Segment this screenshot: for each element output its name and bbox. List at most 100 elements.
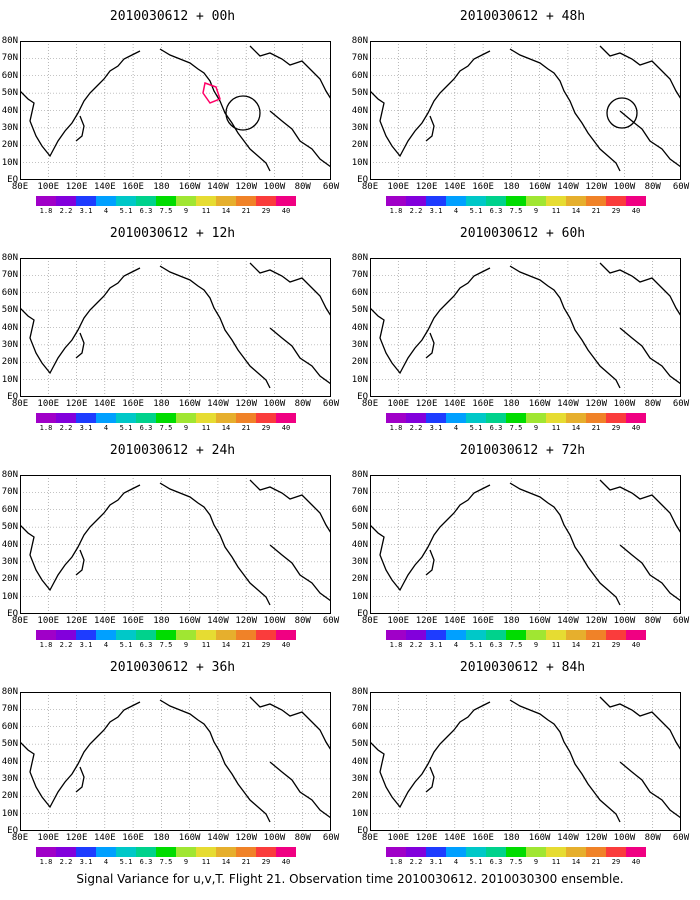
lon-tick-label: 80E [361, 616, 379, 626]
below-threshold-area [20, 51, 80, 71]
colorbar-level-label: 5.1 [119, 641, 133, 649]
colorbar-swatch [386, 630, 406, 640]
colorbar-swatch [606, 630, 626, 640]
colorbar [36, 413, 296, 423]
colorbar-swatch [466, 196, 486, 206]
colorbar-level-label: 9 [533, 424, 539, 432]
colorbar-level-label: 14 [221, 207, 231, 215]
coastline [20, 484, 141, 592]
panel-title: 2010030612 + 84h [459, 660, 586, 675]
colorbar-swatch [506, 413, 526, 423]
map-panel: 2010030612 + 48h 80N 70N 60N 50N 40N 30N 20N 10N… [350, 0, 695, 220]
colorbar-level-label: 14 [221, 641, 231, 649]
colorbar-swatch [116, 847, 136, 857]
lon-tick-label: 60W [322, 182, 340, 192]
colorbar-level-label: 21 [591, 207, 601, 215]
colorbar-swatch [426, 196, 446, 206]
lat-tick-label: EQ [357, 609, 368, 619]
map-frame [370, 692, 681, 831]
colorbar-level-label: 3.1 [79, 858, 93, 866]
colorbar-swatch [606, 847, 626, 857]
colorbar-level-label: 21 [241, 424, 251, 432]
colorbar-swatch [236, 196, 256, 206]
lon-tick-label: 60W [672, 833, 690, 843]
lon-tick-label: 100E [387, 399, 410, 409]
lon-tick-label: 180 [503, 616, 520, 626]
lon-tick-label: 100E [37, 833, 60, 843]
colorbar-level-label: 4 [103, 424, 109, 432]
colorbar-level-label: 6.3 [489, 858, 503, 866]
colorbar-level-label: 29 [611, 424, 621, 432]
colorbar-level-label: 21 [591, 641, 601, 649]
lat-tick-label: 10N [351, 157, 368, 168]
lon-tick-label: 80E [11, 833, 29, 843]
colorbar-swatch [116, 413, 136, 423]
colorbar-level-label: 14 [571, 858, 581, 866]
colorbar-level-label: 21 [591, 858, 601, 866]
colorbar-level-label: 40 [281, 858, 291, 866]
colorbar-level-label: 5.1 [469, 858, 483, 866]
colorbar-level-label: 21 [241, 641, 251, 649]
map-plot [370, 41, 681, 180]
colorbar-swatch [586, 630, 606, 640]
lon-tick-label: 60W [672, 616, 690, 626]
colorbar-swatch [156, 630, 176, 640]
lon-tick-label: 100W [263, 399, 286, 409]
colorbar-level-label: 11 [201, 641, 211, 649]
lon-tick-label: 140E [93, 616, 116, 626]
map-panel: 2010030612 + 72h 80N 70N 60N 50N 40N 30N 20N 10N… [350, 434, 695, 654]
colorbar-level-label: 4 [103, 641, 109, 649]
colorbar-swatch [626, 630, 646, 640]
coastline [425, 766, 435, 793]
colorbar-level-label: 29 [261, 207, 271, 215]
lat-tick-label: 20N [1, 574, 18, 585]
lon-tick-label: 80W [294, 182, 311, 192]
colorbar-swatch [56, 413, 76, 423]
below-threshold-area [104, 565, 136, 585]
colorbar-swatch [96, 847, 116, 857]
colorbar-level-label: 11 [201, 424, 211, 432]
coastline [599, 45, 681, 100]
colorbar-swatch [216, 196, 236, 206]
lat-tick-label: 30N [1, 556, 18, 567]
panel-title: 2010030612 + 12h [109, 226, 236, 241]
colorbar-swatch [526, 196, 546, 206]
lat-tick-label: 60N [1, 504, 18, 515]
coastline [370, 267, 491, 375]
below-threshold-area [460, 707, 520, 727]
coastline [20, 50, 141, 158]
lon-tick-label: 120E [415, 833, 438, 843]
colorbar-level-label: 40 [631, 641, 641, 649]
below-threshold-area [100, 54, 180, 78]
lon-tick-label: 100E [37, 182, 60, 192]
lon-tick-label: 120E [65, 399, 88, 409]
lat-tick-label: 30N [351, 556, 368, 567]
colorbar-swatch [96, 413, 116, 423]
map-frame [20, 692, 331, 831]
lon-tick-label: 120E [415, 616, 438, 626]
colorbar-swatch [486, 196, 506, 206]
colorbar-level-label: 2.2 [409, 641, 423, 649]
colorbar-swatch [606, 196, 626, 206]
lat-tick-label: 50N [1, 88, 18, 99]
colorbar-swatch [36, 413, 56, 423]
lat-tick-label: 10N [351, 591, 368, 602]
colorbar-swatch [486, 630, 506, 640]
lat-tick-label: 80N [351, 687, 368, 697]
coastline [75, 332, 85, 359]
lat-tick-label: 40N [1, 322, 18, 333]
panel-title: 2010030612 + 00h [109, 9, 236, 24]
lon-tick-label: 140E [93, 182, 116, 192]
lon-tick-label: 160W [528, 399, 551, 409]
colorbar-level-label: 1.8 [39, 858, 53, 866]
colorbar-swatch [486, 413, 506, 423]
colorbar-swatch [196, 847, 216, 857]
lon-tick-label: 60W [322, 616, 340, 626]
colorbar-level-label: 2.2 [409, 207, 423, 215]
colorbar-level-label: 4 [103, 207, 109, 215]
colorbar-level-label: 2.2 [59, 207, 73, 215]
lat-tick-label: 10N [351, 374, 368, 385]
lon-tick-label: 120W [585, 182, 608, 192]
colorbar-level-label: 6.3 [139, 424, 153, 432]
lat-tick-label: 20N [351, 574, 368, 585]
